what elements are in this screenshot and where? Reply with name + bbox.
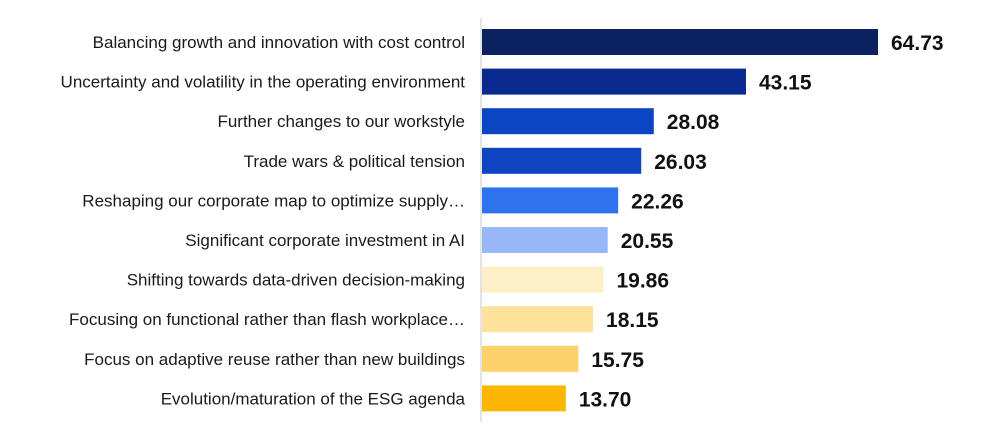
bars-group: Balancing growth and innovation with cos… (61, 29, 944, 412)
bar (482, 266, 604, 293)
bar (482, 385, 566, 412)
category-label: Significant corporate investment in AI (185, 231, 465, 250)
bar (482, 227, 608, 253)
category-label: Balancing growth and innovation with cos… (93, 33, 465, 52)
bar (482, 29, 878, 55)
bar (482, 187, 619, 214)
value-label: 28.08 (667, 111, 720, 134)
value-label: 15.75 (591, 349, 644, 372)
bar (482, 108, 654, 135)
bar (482, 68, 746, 95)
value-label: 43.15 (759, 72, 812, 95)
category-label: Uncertainty and volatility in the operat… (61, 73, 466, 92)
value-label: 26.03 (654, 151, 707, 174)
value-label: 13.70 (579, 388, 632, 411)
value-label: 20.55 (621, 230, 674, 253)
bar (482, 147, 642, 174)
category-label: Reshaping our corporate map to optimize … (82, 191, 465, 210)
bar (482, 306, 594, 333)
category-label: Focus on adaptive reuse rather than new … (84, 350, 465, 369)
bar (482, 345, 579, 372)
category-label: Focusing on functional rather than flash… (69, 310, 465, 329)
value-label: 64.73 (891, 32, 944, 55)
value-label: 18.15 (606, 309, 659, 332)
value-label: 22.26 (631, 190, 684, 213)
category-label: Shifting towards data-driven decision-ma… (127, 271, 465, 290)
category-label: Trade wars & political tension (244, 152, 465, 171)
value-label: 19.86 (616, 270, 669, 293)
category-label: Evolution/maturation of the ESG agenda (161, 389, 466, 408)
category-label: Further changes to our workstyle (217, 112, 465, 131)
